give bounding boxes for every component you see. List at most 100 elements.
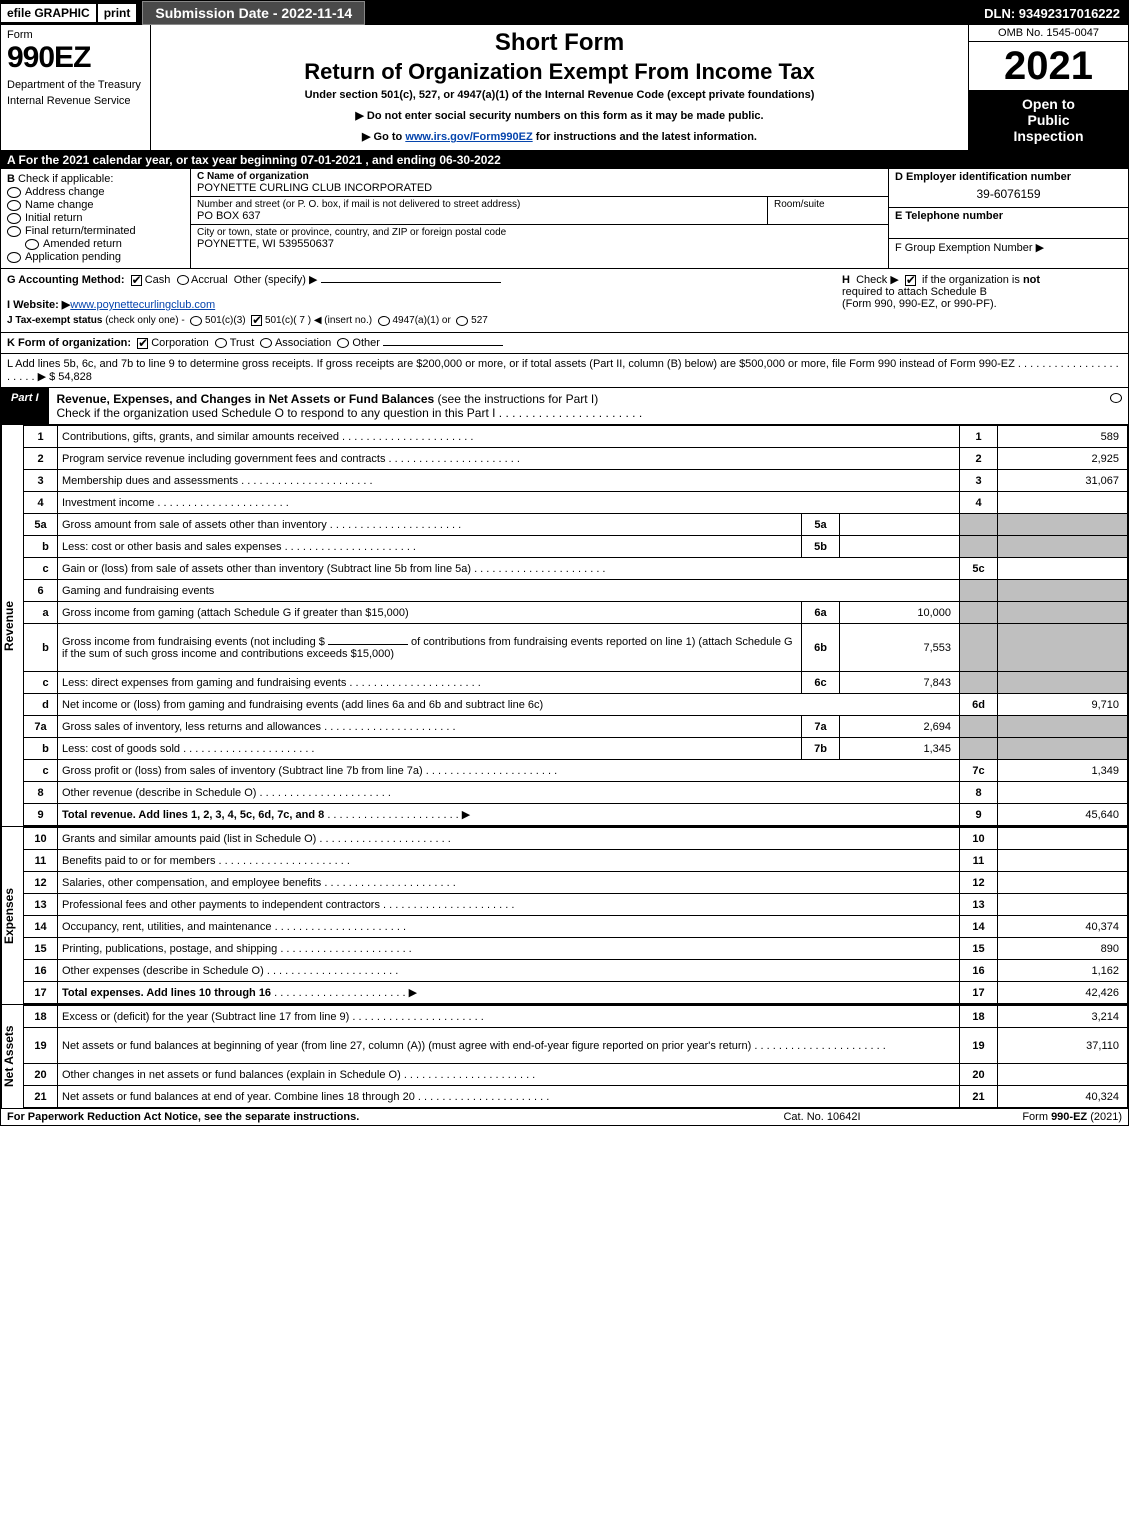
l6b-mid: 6b	[802, 624, 840, 672]
line-16-row: 16Other expenses (describe in Schedule O…	[24, 960, 1128, 982]
form-number: 990EZ	[7, 41, 144, 75]
501c3-checkbox[interactable]	[190, 316, 202, 326]
l14-num: 14	[24, 916, 58, 938]
l4-rval	[998, 492, 1128, 514]
application-pending-checkbox[interactable]	[7, 252, 21, 263]
l6b-num: b	[24, 624, 58, 672]
line-5c-row: cGain or (loss) from sale of assets othe…	[24, 558, 1128, 580]
other-org-line[interactable]	[383, 345, 503, 346]
l7c-rnum: 7c	[960, 760, 998, 782]
org-name-value: POYNETTE CURLING CLUB INCORPORATED	[197, 182, 882, 194]
k-label: K Form of organization:	[7, 337, 131, 349]
l6a-num: a	[24, 602, 58, 624]
print-button[interactable]: print	[98, 4, 137, 22]
l15-rnum: 15	[960, 938, 998, 960]
address-change-label: Address change	[25, 186, 105, 198]
form-header: Form 990EZ Department of the Treasury In…	[1, 25, 1128, 151]
line-3-row: 3Membership dues and assessments331,067	[24, 470, 1128, 492]
l17-desc: Total expenses. Add lines 10 through 16	[62, 987, 271, 999]
section-bcdef: B Check if applicable: Address change Na…	[1, 169, 1128, 269]
l5a-shade	[960, 514, 998, 536]
open-line1: Open to	[973, 96, 1124, 112]
line-1-row: 1Contributions, gifts, grants, and simil…	[24, 426, 1128, 448]
form-subtitle: Under section 501(c), 527, or 4947(a)(1)…	[159, 89, 960, 101]
inst2-post: for instructions and the latest informat…	[533, 131, 757, 143]
l10-rval	[998, 828, 1128, 850]
expenses-table: 10Grants and similar amounts paid (list …	[23, 827, 1128, 1004]
row-g-h: G Accounting Method: Cash Accrual Other …	[1, 269, 1128, 333]
l14-desc: Occupancy, rent, utilities, and maintena…	[62, 921, 272, 933]
l15-num: 15	[24, 938, 58, 960]
h-not: not	[1023, 274, 1040, 286]
form-title: Return of Organization Exempt From Incom…	[159, 59, 960, 85]
website-link[interactable]: www.poynettecurlingclub.com	[70, 299, 215, 311]
501c-checkbox[interactable]	[251, 315, 262, 326]
part-1-checkbox[interactable]	[1110, 393, 1122, 403]
tax-year: 2021	[969, 42, 1128, 90]
l6a-mid: 6a	[802, 602, 840, 624]
telephone-section: E Telephone number	[889, 208, 1128, 239]
l6b-blank[interactable]	[328, 644, 408, 645]
l5b-num: b	[24, 536, 58, 558]
line-17-row: 17Total expenses. Add lines 10 through 1…	[24, 982, 1128, 1004]
omb-number: OMB No. 1545-0047	[969, 25, 1128, 42]
l15-rval: 890	[998, 938, 1128, 960]
instruction-2: ▶ Go to www.irs.gov/Form990EZ for instru…	[159, 130, 960, 143]
l14-rnum: 14	[960, 916, 998, 938]
l2-num: 2	[24, 448, 58, 470]
l4-desc: Investment income	[62, 497, 154, 509]
dept-treasury: Department of the Treasury	[7, 79, 144, 91]
527-checkbox[interactable]	[456, 316, 468, 326]
city-row: City or town, state or province, country…	[191, 225, 888, 252]
other-org-checkbox[interactable]	[337, 338, 349, 348]
l2-rval: 2,925	[998, 448, 1128, 470]
l17-rval: 42,426	[998, 982, 1128, 1004]
part1-dots	[495, 406, 642, 420]
l11-num: 11	[24, 850, 58, 872]
cash-checkbox[interactable]	[131, 275, 142, 286]
address-change-checkbox[interactable]	[7, 187, 21, 198]
corp-checkbox[interactable]	[137, 338, 148, 349]
other-specify-line[interactable]	[321, 282, 501, 283]
l21-rval: 40,324	[998, 1086, 1128, 1108]
amended-return-checkbox[interactable]	[25, 239, 39, 250]
ein-label: D Employer identification number	[895, 171, 1122, 183]
name-change-checkbox[interactable]	[7, 200, 21, 211]
initial-return-checkbox[interactable]	[7, 213, 21, 224]
dln-number: DLN: 93492317016222	[976, 6, 1128, 21]
l3-desc: Membership dues and assessments	[62, 475, 238, 487]
revenue-vertical-label: Revenue	[1, 425, 23, 826]
line-20-row: 20Other changes in net assets or fund ba…	[24, 1064, 1128, 1086]
l7a-mid: 7a	[802, 716, 840, 738]
l6d-num: d	[24, 694, 58, 716]
h-label: H	[842, 274, 850, 286]
assoc-checkbox[interactable]	[260, 338, 272, 348]
l6c-num: c	[24, 672, 58, 694]
final-return-checkbox[interactable]	[7, 226, 21, 237]
part-1-check-txt: Check if the organization used Schedule …	[57, 406, 496, 420]
l14-rval: 40,374	[998, 916, 1128, 938]
l10-rnum: 10	[960, 828, 998, 850]
section-a-tax-year: A For the 2021 calendar year, or tax yea…	[1, 151, 1128, 169]
instruction-1: ▶ Do not enter social security numbers o…	[159, 109, 960, 122]
4947-checkbox[interactable]	[378, 316, 390, 326]
h-txt2: if the organization is	[922, 274, 1020, 286]
line-21-row: 21Net assets or fund balances at end of …	[24, 1086, 1128, 1108]
amended-return-label: Amended return	[43, 238, 122, 250]
l5a-num: 5a	[24, 514, 58, 536]
open-line3: Inspection	[973, 128, 1124, 144]
h-checkbox[interactable]	[905, 275, 916, 286]
l4-num: 4	[24, 492, 58, 514]
part-1-desc: Revenue, Expenses, and Changes in Net As…	[49, 388, 1098, 424]
line-6d-row: dNet income or (loss) from gaming and fu…	[24, 694, 1128, 716]
org-name-row: C Name of organization POYNETTE CURLING …	[191, 169, 888, 197]
irs-link[interactable]: www.irs.gov/Form990EZ	[405, 131, 532, 143]
efile-label: efile GRAPHIC	[1, 4, 96, 22]
accrual-checkbox[interactable]	[177, 275, 189, 285]
l6-desc: Gaming and fundraising events	[62, 585, 214, 597]
part-1-desc-bold: Revenue, Expenses, and Changes in Net As…	[57, 392, 435, 406]
line-11-row: 11Benefits paid to or for members11	[24, 850, 1128, 872]
l13-rnum: 13	[960, 894, 998, 916]
trust-checkbox[interactable]	[215, 338, 227, 348]
dept-irs: Internal Revenue Service	[7, 95, 144, 107]
